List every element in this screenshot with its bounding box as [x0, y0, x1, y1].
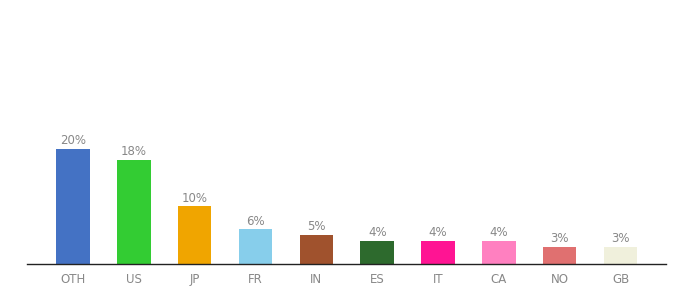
Text: 5%: 5% [307, 220, 326, 233]
Text: 20%: 20% [60, 134, 86, 147]
Text: 18%: 18% [121, 146, 147, 158]
Bar [178, 206, 211, 264]
Bar [482, 241, 515, 264]
Bar [360, 241, 394, 264]
Bar [543, 247, 577, 264]
Text: 6%: 6% [246, 215, 265, 228]
Text: 3%: 3% [611, 232, 630, 245]
Bar [300, 235, 333, 264]
Text: 4%: 4% [490, 226, 508, 239]
Text: 3%: 3% [551, 232, 569, 245]
Bar [239, 230, 272, 264]
Bar [117, 160, 150, 264]
Bar [604, 247, 637, 264]
Bar [422, 241, 455, 264]
Text: 4%: 4% [429, 226, 447, 239]
Text: 10%: 10% [182, 192, 207, 205]
Bar [56, 148, 90, 264]
Text: 4%: 4% [368, 226, 386, 239]
